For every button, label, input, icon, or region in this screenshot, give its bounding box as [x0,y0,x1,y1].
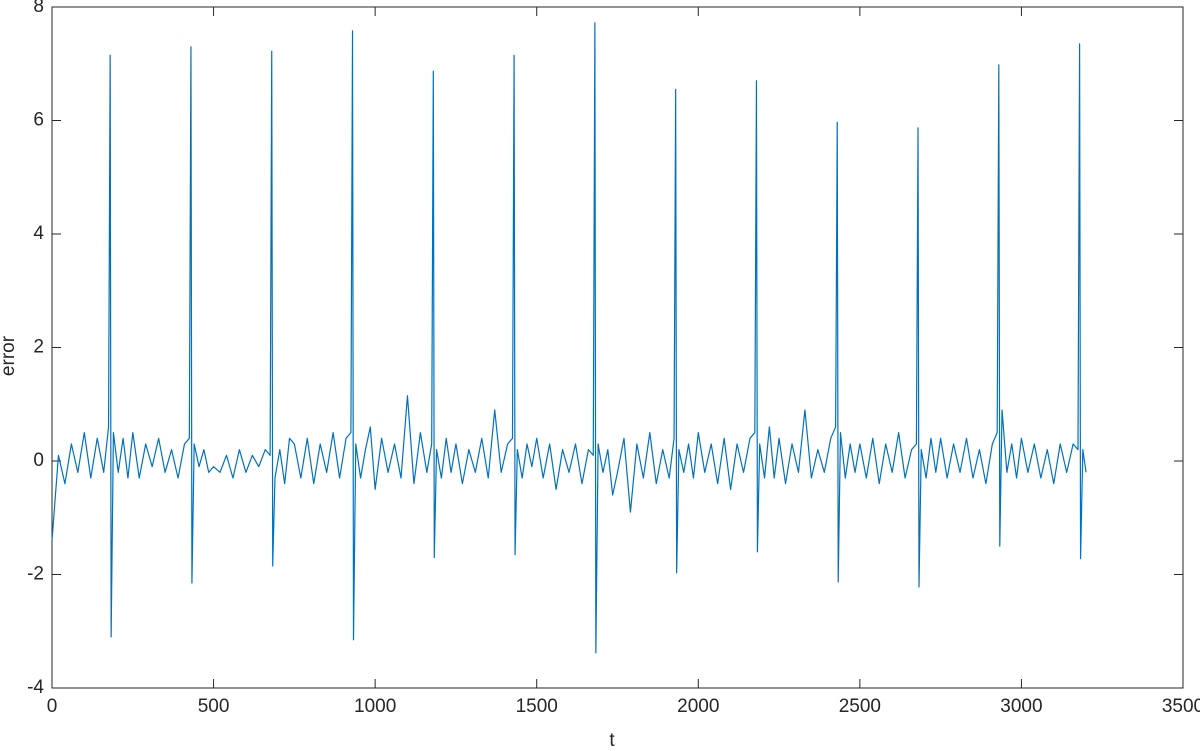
x-tick-label: 1000 [354,696,396,717]
x-tick-label: 0 [47,696,58,717]
y-axis-label: error [0,335,19,376]
y-tick-label: 2 [33,337,44,358]
y-tick-label: 4 [33,223,44,244]
x-tick-label: 2000 [677,696,719,717]
x-tick-label: 3500 [1162,696,1200,717]
y-tick-label: -2 [27,564,44,585]
x-tick-label: 500 [198,696,230,717]
x-axis-label: t [609,730,615,751]
y-tick-label: 0 [33,450,44,471]
y-tick-label: 8 [33,0,44,17]
plot-frame [51,6,1184,689]
x-tick-label: 3000 [1000,696,1042,717]
x-tick-label: 1500 [516,696,558,717]
x-tick-label: 2500 [839,696,881,717]
y-tick-label: -4 [27,677,44,698]
data-line [51,22,1087,654]
y-tick-label: 6 [33,110,44,131]
